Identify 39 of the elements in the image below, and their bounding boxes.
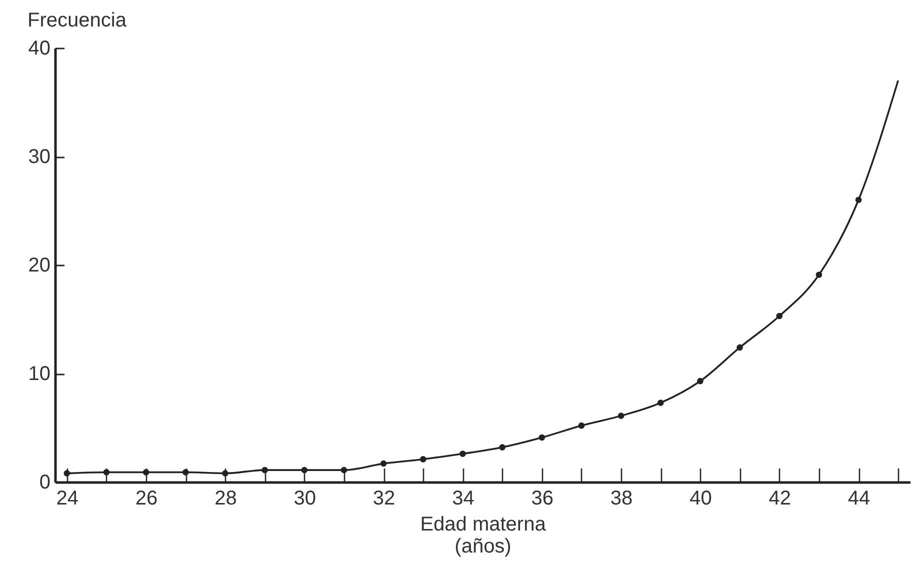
point [262,466,268,474]
x-tick-label: 34 [452,488,474,510]
point [103,469,110,476]
y-tick-label: 30 [28,146,50,168]
point [301,466,308,474]
x-tick-label: 40 [690,488,712,510]
point [776,312,783,320]
y-tick-label: 40 [28,38,50,60]
point [64,470,70,476]
point [420,456,426,462]
x-tick-label: 42 [768,488,791,510]
x-tick-label: 30 [294,488,316,510]
x-tick-label: 24 [56,488,78,510]
x-tick-label: 32 [372,488,396,510]
y-axis-title: Frecuencia [28,10,128,32]
y-tick-label: 20 [28,254,50,276]
x-tick-label: 36 [531,488,554,510]
point [380,460,387,467]
point [736,344,743,351]
point [657,400,664,406]
y-tick-label: 0 [39,472,50,494]
point [578,422,585,429]
point [340,466,348,474]
y-tick-label: 10 [28,363,50,385]
point [816,272,822,278]
point [855,196,862,204]
point [538,434,546,441]
point [142,469,150,476]
x-tick-label: 38 [610,488,633,510]
point [697,378,704,384]
point [182,469,189,476]
x-tick-label: 28 [214,488,237,510]
x-tick-label: 44 [848,488,870,510]
point [618,412,624,419]
point [222,470,228,476]
x-tick-label: 26 [135,488,158,510]
point [499,444,506,450]
x-axis-title: Edad materna (años) [420,514,547,558]
point [460,450,466,457]
